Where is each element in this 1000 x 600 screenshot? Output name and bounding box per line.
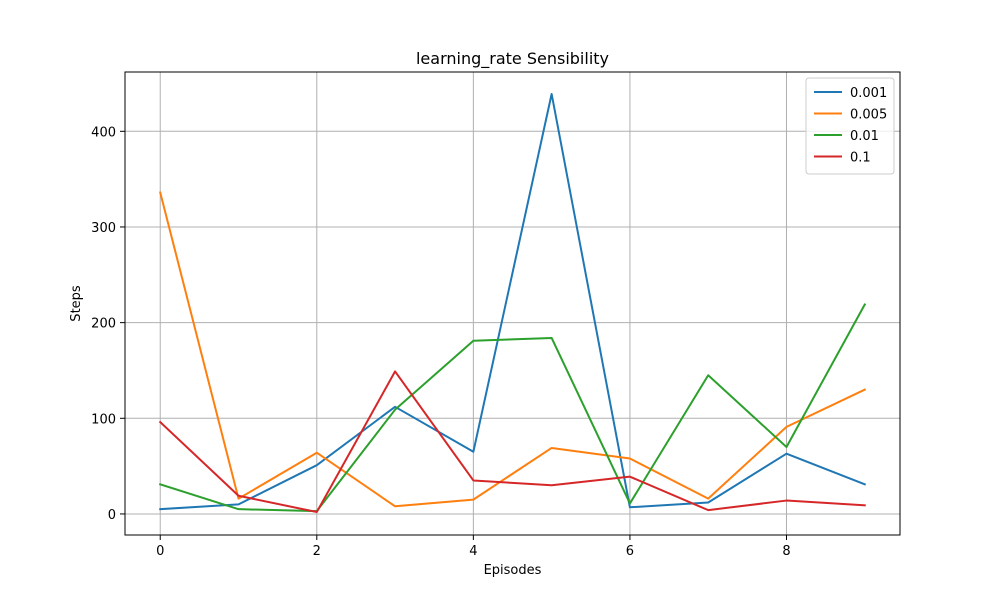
legend-label: 0.001 (850, 86, 887, 101)
x-tick-label: 6 (626, 544, 634, 559)
chart-title: learning_rate Sensibility (416, 49, 609, 69)
y-tick-label: 200 (91, 317, 116, 332)
x-axis-label: Episodes (484, 563, 542, 578)
legend-label: 0.1 (850, 151, 871, 166)
legend-box (805, 77, 895, 175)
x-tick-label: 0 (156, 544, 164, 559)
y-tick-label: 300 (91, 221, 116, 236)
y-tick-label: 400 (91, 125, 116, 140)
series-lines (158, 93, 867, 514)
grid (125, 72, 900, 535)
axis-ticks: 0 2 4 6 8 0 100 200 300 400 (91, 125, 790, 559)
x-tick-label: 4 (469, 544, 477, 559)
series-line-0.005 (159, 191, 867, 508)
y-axis-label: Steps (69, 285, 84, 322)
series-line-0.001 (159, 93, 867, 511)
legend-label: 0.01 (850, 129, 879, 144)
y-tick-label: 100 (91, 412, 116, 427)
x-tick-label: 2 (313, 544, 321, 559)
legend-label: 0.005 (850, 108, 887, 123)
series-line-0.1 (158, 370, 866, 514)
series-line-0.01 (158, 303, 867, 513)
x-tick-label: 8 (782, 544, 790, 559)
legend: 0.001 0.005 0.01 0.1 (805, 77, 895, 175)
y-tick-label: 0 (108, 508, 116, 523)
plot-frame (124, 71, 901, 536)
